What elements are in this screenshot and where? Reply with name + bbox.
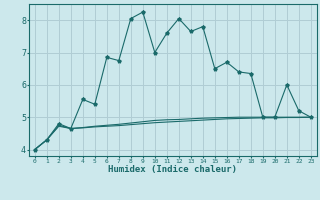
- X-axis label: Humidex (Indice chaleur): Humidex (Indice chaleur): [108, 165, 237, 174]
